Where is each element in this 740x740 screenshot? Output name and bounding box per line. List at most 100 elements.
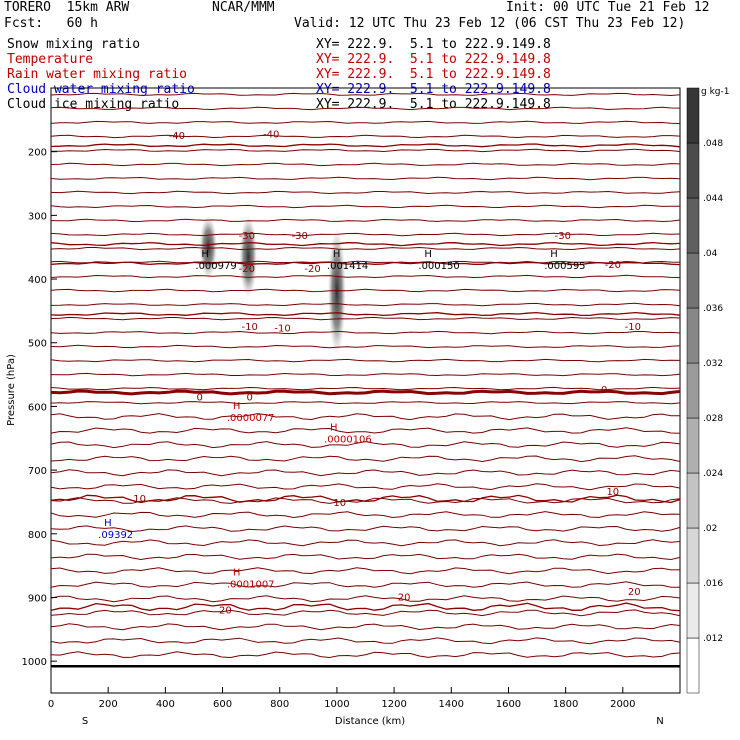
isotherm-label: -20 (605, 260, 621, 271)
legend-cross-section-coords: XY= 222.9. 5.1 to 222.9.149.8 (316, 52, 551, 67)
colorbar-swatch (686, 582, 700, 639)
isotherm-line (50, 602, 681, 612)
legend-field-name: Snow mixing ratio (7, 37, 141, 52)
field-contour (50, 92, 681, 97)
isotherm-label: -20 (304, 264, 320, 275)
field-contour (50, 344, 681, 349)
colorbar-tick-label: .024 (703, 469, 723, 479)
max-marker: H (233, 401, 241, 412)
field-contour (50, 609, 681, 617)
y-tick-label: 500 (28, 339, 47, 350)
legend-cross-section-coords: XY= 222.9. 5.1 to 222.9.149.8 (316, 82, 551, 97)
colorbar-swatch (686, 197, 700, 254)
max-value: .000150 (418, 261, 459, 272)
snow-layer (199, 215, 346, 356)
x-tick-label: 1800 (553, 699, 578, 710)
isotherm-layer (50, 92, 681, 668)
x-tick-label: 400 (156, 699, 175, 710)
colorbar-tick-label: .032 (703, 359, 723, 369)
colorbar-swatch (686, 142, 700, 199)
x-tick-label: 1000 (324, 699, 349, 710)
maxima-layer: H.000979H.001414H.000150H.000595H.000007… (98, 249, 585, 590)
field-contour (50, 623, 681, 631)
y-tick-label: 400 (28, 275, 47, 286)
center-name: NCAR/MMM (212, 0, 275, 15)
y-axis-label: Pressure (hPa) (6, 354, 17, 426)
x-tick-label: 0 (48, 699, 54, 710)
field-contour (50, 148, 681, 153)
field-contour (50, 441, 681, 449)
isotherm-label: 10 (333, 498, 346, 509)
y-tick-label: 200 (28, 148, 47, 159)
plot-frame (50, 87, 681, 694)
colorbar-tick-label: .04 (703, 249, 718, 259)
isotherm-label: -30 (555, 231, 571, 242)
isotherm-label: -30 (239, 231, 255, 242)
max-value: .000595 (544, 261, 585, 272)
init-time: Init: 00 UTC Tue 21 Feb 12 (506, 0, 710, 15)
valid-time: Valid: 12 UTC Thu 23 Feb 12 (06 CST Thu … (294, 16, 686, 31)
max-marker: H (330, 422, 338, 433)
forecast-hour: Fcst: 60 h (4, 16, 98, 31)
field-contour (50, 120, 681, 124)
field-contour (50, 372, 681, 377)
y-tick-label: 800 (28, 530, 47, 541)
isotherm-label: -10 (625, 322, 641, 333)
colorbar-swatch (686, 307, 700, 364)
colorbar-tick-label: .044 (703, 194, 723, 204)
field-contour (50, 651, 681, 659)
max-value: .000979 (195, 261, 236, 272)
y-tick-label: 1000 (22, 657, 47, 668)
colorbar-tick-label: .016 (703, 579, 723, 589)
model-title: TORERO 15km ARW (4, 0, 130, 15)
field-contour (50, 581, 681, 588)
field-contour (50, 134, 681, 139)
colorbar-swatch (686, 472, 700, 529)
right-end-label: N (656, 716, 663, 727)
field-contour (50, 483, 681, 491)
left-end-label: S (82, 716, 88, 727)
legend-field-name: Rain water mixing ratio (7, 67, 188, 82)
isotherm-line (50, 143, 681, 148)
isotherm-label: -40 (169, 131, 185, 142)
x-tick-label: 1200 (381, 699, 406, 710)
max-value: .001414 (327, 261, 368, 272)
legend-cross-section-coords: XY= 222.9. 5.1 to 222.9.149.8 (316, 67, 551, 82)
isotherm-label: 10 (133, 494, 146, 505)
y-tick-label: 900 (28, 593, 47, 604)
colorbar-tick-label: .012 (703, 634, 723, 644)
y-tick-label: 300 (28, 211, 47, 222)
colorbar: .012 .016 .02 .024 .028 .032 .036 .04 .044 .048 g … (686, 87, 729, 694)
field-contour (50, 358, 681, 363)
field-contour (50, 595, 681, 603)
field-contour (50, 553, 681, 561)
colorbar-swatch (686, 362, 700, 419)
y-tick-label: 700 (28, 466, 47, 477)
isotherm-line (50, 389, 681, 396)
max-marker: H (201, 249, 209, 260)
field-contour (50, 539, 681, 547)
field-contour (50, 162, 681, 167)
max-value: .0000077 (227, 413, 275, 424)
legend-field-name: Cloud water mixing ratio (7, 82, 195, 97)
field-contour (50, 413, 680, 421)
field-contour (50, 190, 681, 195)
max-marker: H (550, 249, 558, 260)
legend-cross-section-coords: XY= 222.9. 5.1 to 222.9.149.8 (316, 37, 551, 52)
isotherm-line (50, 241, 681, 247)
field-contour (50, 455, 681, 463)
field-contour (50, 401, 681, 405)
max-marker: H (104, 518, 112, 529)
isotherm-label: 0 (601, 385, 607, 396)
x-tick-label: 2000 (610, 699, 635, 710)
field-contour (50, 427, 681, 434)
snow-core (327, 228, 346, 356)
field-contour (50, 218, 681, 223)
isotherm-label: 20 (398, 593, 411, 604)
max-marker: H (424, 249, 432, 260)
isotherm-label-layer: -40 -40 -30 -30 -30 -20 -20 -20 -10 -10 -10 0 0 0 10 10… (133, 130, 641, 617)
field-contour (50, 525, 681, 533)
max-marker: H (233, 567, 241, 578)
field-contour (50, 511, 681, 519)
